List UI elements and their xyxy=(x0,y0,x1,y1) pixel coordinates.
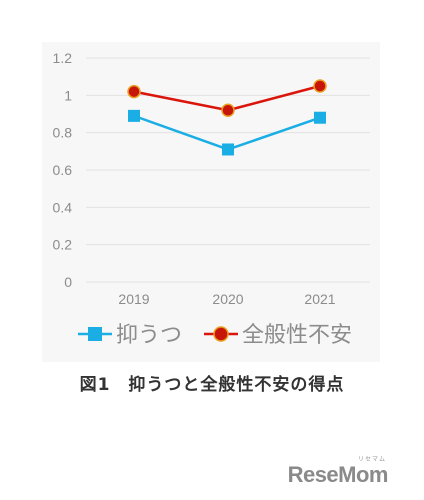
x-tick-label: 2020 xyxy=(212,291,243,307)
data-point xyxy=(222,143,234,156)
y-tick-label: 0.2 xyxy=(53,237,73,253)
resemom-logo: ReseMom リセマム xyxy=(287,457,389,488)
data-point xyxy=(313,79,327,93)
data-point xyxy=(221,103,235,118)
line-chart: 0 0.2 0.4 0.6 0.8 1 1.2 2019 2020 2021 抑うつ 全般性不安 xyxy=(53,50,370,348)
data-point xyxy=(128,109,140,122)
logo-text: ReseMom xyxy=(287,462,389,487)
y-tick-label: 1 xyxy=(64,87,72,103)
y-tick-label: 0 xyxy=(64,274,72,290)
logo-kana: リセマム xyxy=(357,457,386,463)
legend-item-1: 全般性不安 xyxy=(204,323,352,348)
y-tick-label: 0.6 xyxy=(53,162,73,178)
series-layer xyxy=(127,79,327,156)
x-axis-ticks: 2019 2020 2021 xyxy=(118,291,335,307)
legend-marker xyxy=(213,326,229,342)
legend-label: 全般性不安 xyxy=(242,323,352,348)
y-tick-label: 0.8 xyxy=(53,125,73,141)
legend-marker xyxy=(88,327,102,341)
x-tick-label: 2019 xyxy=(118,291,149,307)
x-tick-label: 2021 xyxy=(304,291,335,307)
series-0 xyxy=(128,109,326,156)
series-1 xyxy=(127,79,327,118)
chart-panel: 0 0.2 0.4 0.6 0.8 1 1.2 2019 2020 2021 抑うつ 全般性不安 xyxy=(42,42,380,362)
data-point xyxy=(314,111,326,124)
figure-caption: 図1 抑うつと全般性不安の得点 xyxy=(79,375,345,395)
y-axis-ticks: 0 0.2 0.4 0.6 0.8 1 1.2 xyxy=(53,50,73,290)
y-tick-label: 0.4 xyxy=(53,199,73,215)
legend-label: 抑うつ xyxy=(116,323,182,348)
y-tick-label: 1.2 xyxy=(53,50,73,66)
legend: 抑うつ 全般性不安 xyxy=(78,323,352,348)
data-point xyxy=(127,84,141,99)
legend-item-0: 抑うつ xyxy=(78,323,182,348)
